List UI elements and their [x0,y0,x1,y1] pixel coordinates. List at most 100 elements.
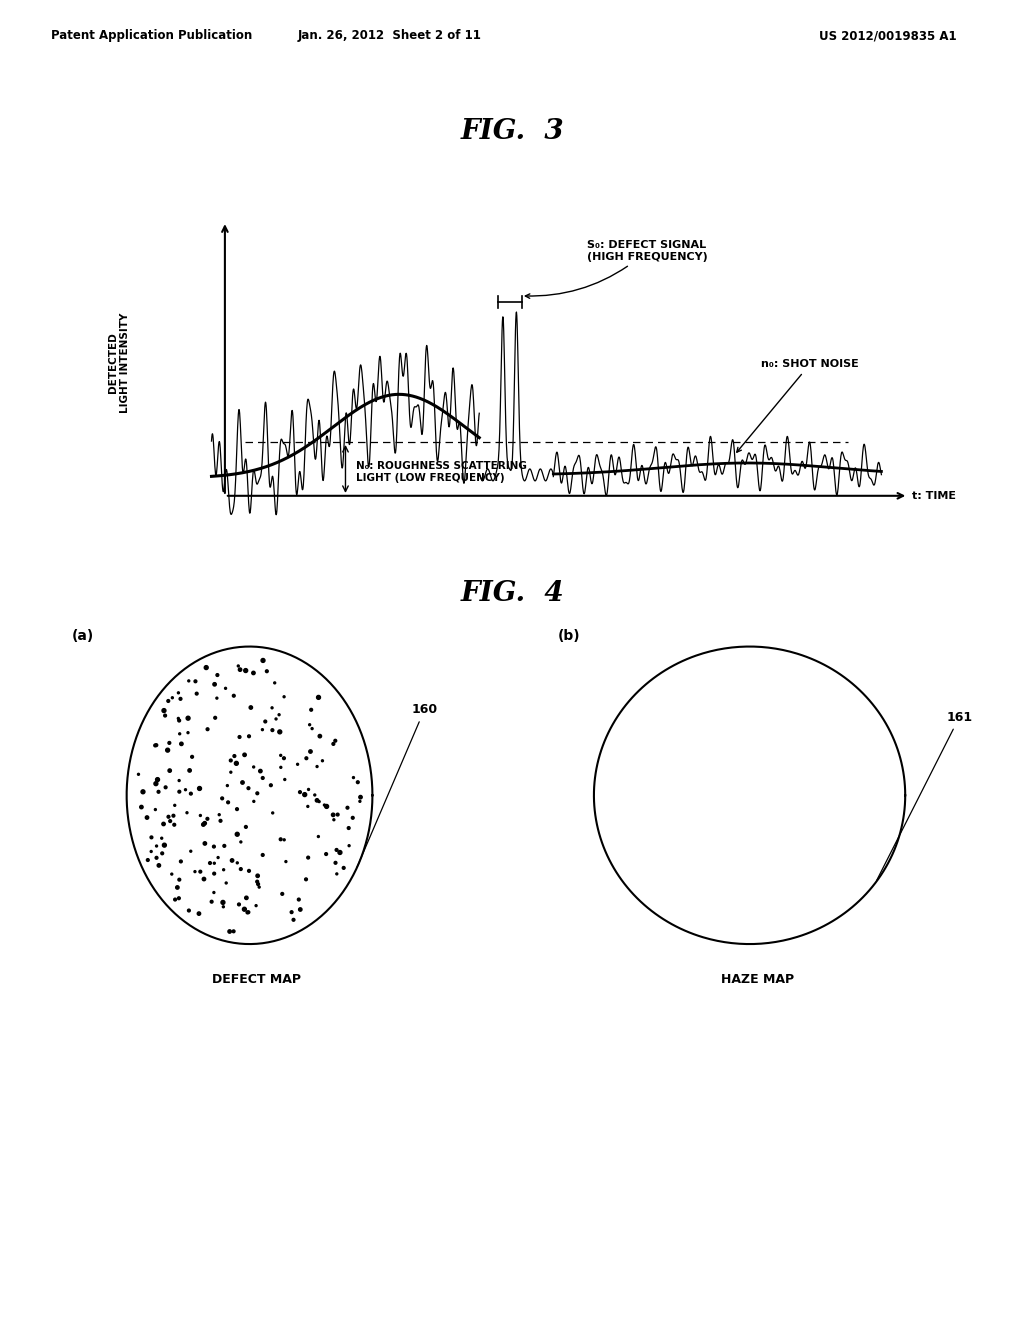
Point [344,808,360,829]
Point [276,770,293,791]
Point [300,779,316,800]
Point [204,891,220,912]
Point [164,688,180,709]
Point [300,796,316,817]
Point [180,671,197,692]
Point [271,704,288,725]
Point [169,876,185,898]
Point [156,700,172,721]
Point [286,909,302,931]
Point [171,770,187,791]
Point [206,863,222,884]
Point [166,814,182,836]
Point [276,829,293,850]
Point [240,902,256,923]
Point [200,718,216,739]
Point [151,855,167,876]
Point [309,756,326,777]
Point [182,841,199,862]
Text: n₀: SHOT NOISE: n₀: SHOT NOISE [737,359,858,453]
Point [188,682,205,704]
Point [241,726,257,747]
Point [209,664,225,685]
Point [326,734,342,755]
Point [154,842,170,863]
Point [222,762,239,783]
Point [143,826,160,847]
Point [250,874,266,895]
Point [157,834,173,855]
Point [230,894,247,915]
Point [229,853,246,874]
Point [249,783,265,804]
Point [229,824,246,845]
Point [157,705,173,726]
Point [303,700,319,721]
Point [328,853,344,874]
Point [352,787,369,808]
Point [297,784,313,805]
Point [186,861,203,882]
Point [225,685,242,706]
Text: (b): (b) [558,630,581,643]
Point [255,845,271,866]
Point [329,863,345,884]
Point [292,781,308,803]
Point [173,734,189,755]
Point [164,863,180,884]
Point [167,795,183,816]
Point [300,847,316,869]
Point [345,767,361,788]
Point [207,708,223,729]
Point [160,690,176,711]
Text: N₀: ROUGHNESS SCATTERING
LIGHT (LOW FREQUENCY): N₀: ROUGHNESS SCATTERING LIGHT (LOW FREQ… [355,461,526,483]
Point [147,799,164,820]
Text: HAZE MAP: HAZE MAP [721,973,795,986]
Point [212,810,228,832]
Point [250,865,266,886]
Point [215,859,231,880]
Point [148,847,165,869]
Point [187,671,204,692]
Point [220,792,237,813]
Text: Jan. 26, 2012  Sheet 2 of 11: Jan. 26, 2012 Sheet 2 of 11 [297,29,481,42]
Point [275,686,292,708]
Point [243,697,259,718]
Point [259,661,275,682]
Point [304,718,321,739]
Point [257,711,273,733]
Point [341,817,357,838]
Point [158,776,174,797]
Point [264,803,281,824]
Point [148,836,165,857]
Point [336,857,352,878]
Text: (a): (a) [72,630,94,643]
Point [207,673,223,694]
Point [306,784,323,805]
Point [193,861,209,882]
Point [291,888,307,909]
Point [341,836,357,857]
Point [156,813,172,834]
Point [172,688,188,709]
Point [197,813,213,834]
Point [249,871,265,892]
Point [202,853,218,874]
Point [171,887,187,908]
Point [197,833,213,854]
Point [298,747,314,768]
Point [162,810,178,832]
Point [231,659,248,680]
Point [239,887,255,908]
Point [181,760,198,781]
Point [196,814,212,836]
Point [135,781,152,803]
Point [325,804,341,825]
Point [238,816,254,837]
Point [206,853,222,874]
Text: DEFECT MAP: DEFECT MAP [212,973,300,986]
Point [148,735,165,756]
Point [263,775,280,796]
Point [266,672,283,693]
Point [246,663,262,684]
